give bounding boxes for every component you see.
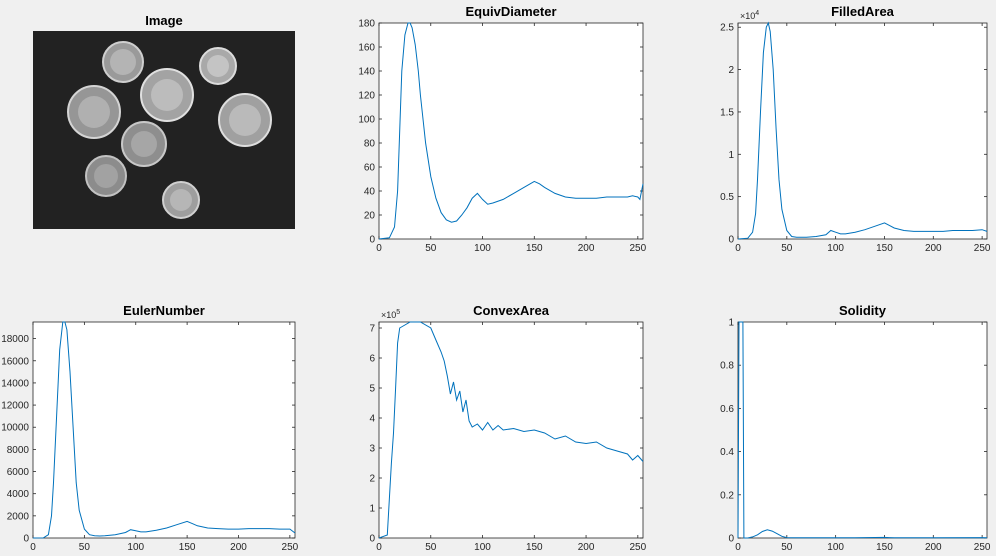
equivdiameter-ytick-label: 140 xyxy=(358,67,375,78)
filledarea-xtick-label: 200 xyxy=(925,243,942,254)
equivdiameter-xtick-label: 200 xyxy=(578,243,595,254)
convexarea-xtick-label: 250 xyxy=(629,542,646,553)
solidity-chart: Solidity 0 50 100 150 200 250 0 0.2 0.4 0.6 0.8 1 xyxy=(720,303,991,553)
eulernumber-xtick-label: 50 xyxy=(79,542,91,553)
convexarea-ytick-label: 1 xyxy=(369,504,375,515)
solidity-xtick-label: 150 xyxy=(876,542,893,553)
solidity-xtick-label: 200 xyxy=(925,542,942,553)
convexarea-ytick-label: 2 xyxy=(369,474,375,485)
eulernumber-chart: EulerNumber 0 50 100 150 200 250 0 2000 4000 6000 8… xyxy=(1,303,298,553)
filledarea-xtick-label: 100 xyxy=(827,243,844,254)
solidity-ytick-label: 1 xyxy=(728,318,734,329)
equivdiameter-ytick-label: 120 xyxy=(358,91,375,102)
eulernumber-xtick-label: 150 xyxy=(179,542,196,553)
filledarea-axes xyxy=(737,22,988,240)
filledarea-chart: FilledArea 0 50 100 150 200 250 0 0.5 1 1.5 2 2.5 ×10… xyxy=(720,4,991,254)
solidity-xtick-label: 50 xyxy=(781,542,793,553)
convexarea-ytick-label: 3 xyxy=(369,444,375,455)
equivdiameter-ytick-label: 160 xyxy=(358,43,375,54)
equivdiameter-series-line xyxy=(378,22,644,240)
equivdiameter-xtick-label: 0 xyxy=(376,243,382,254)
solidity-xtick-label: 100 xyxy=(827,542,844,553)
solidity-xtick-label: 0 xyxy=(735,542,741,553)
eulernumber-ytick-label: 18000 xyxy=(1,334,29,345)
eulernumber-ytick-label: 6000 xyxy=(7,467,30,478)
solidity-title: Solidity xyxy=(839,303,887,318)
convexarea-xtick-label: 50 xyxy=(425,542,437,553)
convexarea-ytick-label: 4 xyxy=(369,414,375,425)
convexarea-xtick-label: 200 xyxy=(578,542,595,553)
convexarea-axes xyxy=(378,321,644,539)
eulernumber-ytick-label: 8000 xyxy=(7,445,30,456)
convexarea-title: ConvexArea xyxy=(473,303,550,318)
convexarea-exponent-label: ×105 xyxy=(381,309,400,320)
eulernumber-xtick-label: 200 xyxy=(230,542,247,553)
convexarea-xtick-label: 0 xyxy=(376,542,382,553)
equivdiameter-ytick-label: 60 xyxy=(364,163,376,174)
convexarea-ytick-label: 0 xyxy=(369,534,375,545)
image-panel: Image xyxy=(33,13,295,229)
equivdiameter-ytick-label: 80 xyxy=(364,139,376,150)
filledarea-exponent-label: ×104 xyxy=(740,10,759,21)
filledarea-ytick-label: 1 xyxy=(728,150,734,161)
eulernumber-xtick-label: 0 xyxy=(30,542,36,553)
coin-image-content xyxy=(67,41,272,219)
equivdiameter-ytick-label: 40 xyxy=(364,187,376,198)
filledarea-ytick-label: 0 xyxy=(728,235,734,246)
equivdiameter-title: EquivDiameter xyxy=(465,4,556,19)
convexarea-xtick-label: 150 xyxy=(526,542,543,553)
eulernumber-ytick-label: 10000 xyxy=(1,423,29,434)
eulernumber-ytick-label: 14000 xyxy=(1,378,29,389)
convexarea-series-line xyxy=(378,321,644,539)
eulernumber-ytick-label: 12000 xyxy=(1,401,29,412)
filledarea-xtick-label: 250 xyxy=(974,243,991,254)
solidity-ytick-label: 0.6 xyxy=(720,404,734,415)
equivdiameter-xtick-label: 50 xyxy=(425,243,437,254)
image-title: Image xyxy=(145,13,183,28)
convexarea-chart: ConvexArea 0 50 100 150 200 250 0 1 2 3 4 5 6 7 ×105 xyxy=(369,303,646,553)
eulernumber-ytick-label: 0 xyxy=(23,534,29,545)
equivdiameter-ytick-label: 0 xyxy=(369,235,375,246)
equivdiameter-axes xyxy=(378,22,644,240)
equivdiameter-ytick-label: 180 xyxy=(358,19,375,30)
eulernumber-title: EulerNumber xyxy=(123,303,205,318)
equivdiameter-xtick-label: 250 xyxy=(629,243,646,254)
eulernumber-axes xyxy=(32,321,296,539)
convexarea-ytick-label: 6 xyxy=(369,354,375,365)
filledarea-ytick-label: 0.5 xyxy=(720,192,734,203)
filledarea-xtick-label: 0 xyxy=(735,243,741,254)
eulernumber-ytick-label: 4000 xyxy=(7,489,30,500)
filledarea-title: FilledArea xyxy=(831,4,895,19)
solidity-axes xyxy=(737,321,988,539)
filledarea-xtick-label: 150 xyxy=(876,243,893,254)
equivdiameter-ytick-label: 20 xyxy=(364,211,376,222)
convexarea-xtick-label: 100 xyxy=(474,542,491,553)
eulernumber-ytick-label: 16000 xyxy=(1,356,29,367)
equivdiameter-xtick-label: 150 xyxy=(526,243,543,254)
convexarea-ytick-label: 5 xyxy=(369,384,375,395)
equivdiameter-ytick-label: 100 xyxy=(358,115,375,126)
eulernumber-ytick-label: 2000 xyxy=(7,511,30,522)
solidity-ytick-label: 0.8 xyxy=(720,361,734,372)
solidity-xtick-label: 250 xyxy=(974,542,991,553)
filledarea-xtick-label: 50 xyxy=(781,243,793,254)
filledarea-ytick-label: 2.5 xyxy=(720,23,734,34)
equivdiameter-chart: EquivDiameter 0 50 100 150 200 250 0 20 40 60 80 100… xyxy=(358,4,646,254)
solidity-ytick-label: 0 xyxy=(728,534,734,545)
eulernumber-series-line xyxy=(32,321,296,539)
eulernumber-xtick-label: 100 xyxy=(127,542,144,553)
solidity-ytick-label: 0.4 xyxy=(720,447,734,458)
eulernumber-xtick-label: 250 xyxy=(282,542,299,553)
convexarea-ytick-label: 7 xyxy=(369,324,375,335)
filledarea-ytick-label: 2 xyxy=(728,65,734,76)
solidity-series-line xyxy=(737,321,988,539)
filledarea-series-line xyxy=(737,21,988,240)
solidity-ytick-label: 0.2 xyxy=(720,490,734,501)
filledarea-ytick-label: 1.5 xyxy=(720,107,734,118)
equivdiameter-xtick-label: 100 xyxy=(474,243,491,254)
